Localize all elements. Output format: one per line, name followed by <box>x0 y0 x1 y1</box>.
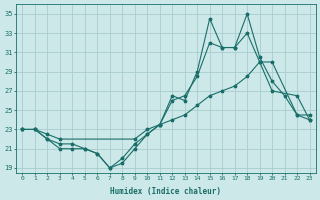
X-axis label: Humidex (Indice chaleur): Humidex (Indice chaleur) <box>110 187 221 196</box>
